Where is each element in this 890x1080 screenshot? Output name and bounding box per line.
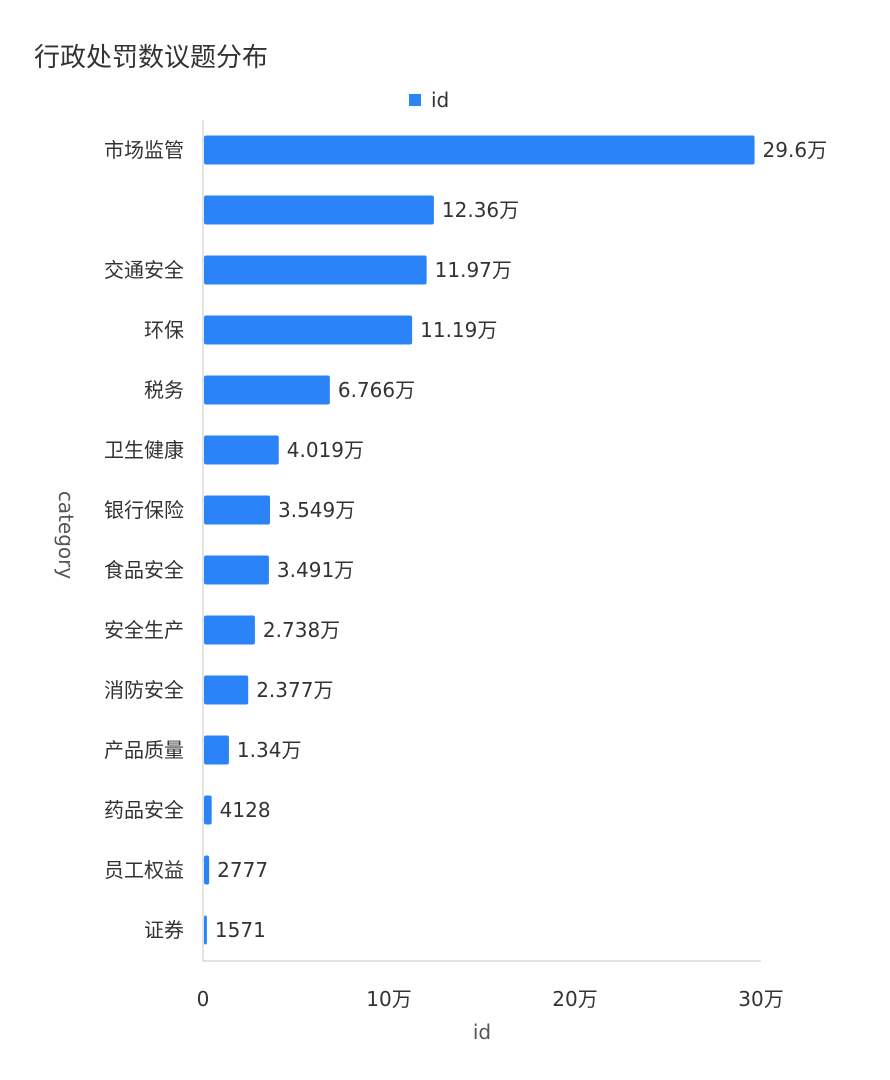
data-label: 2777	[217, 858, 268, 882]
x-tick-labels: 0 10万 20万 30万	[197, 987, 784, 1011]
bar[interactable]	[204, 915, 207, 945]
x-tick-label: 0	[197, 987, 210, 1011]
value-labels: 29.6万 12.36万 11.97万 11.19万 6.766万 4.019万 3.549…	[215, 138, 827, 942]
legend[interactable]: id	[409, 88, 449, 112]
data-label: 11.97万	[435, 258, 512, 282]
bar[interactable]	[204, 315, 413, 345]
data-label: 1.34万	[237, 738, 302, 762]
bar[interactable]	[204, 375, 330, 405]
bar[interactable]	[204, 255, 427, 285]
category-label: 产品质量	[104, 738, 184, 762]
bar[interactable]	[204, 495, 271, 525]
bar[interactable]	[204, 735, 229, 765]
category-labels: 市场监管交通安全环保税务卫生健康银行保险食品安全安全生产消防安全产品质量药品安全…	[104, 138, 184, 942]
category-label: 证券	[144, 918, 184, 942]
data-label: 12.36万	[442, 198, 519, 222]
category-label: 消防安全	[104, 678, 184, 702]
category-label: 市场监管	[104, 138, 184, 162]
category-label: 税务	[144, 378, 184, 402]
bars-group	[204, 135, 755, 945]
x-axis-title: id	[473, 1020, 491, 1044]
bar[interactable]	[204, 795, 212, 825]
bar[interactable]	[204, 435, 279, 465]
data-label: 2.738万	[263, 618, 340, 642]
bar[interactable]	[204, 135, 755, 165]
bar[interactable]	[204, 615, 255, 645]
bar[interactable]	[204, 195, 434, 225]
x-tick-label: 10万	[366, 987, 411, 1011]
category-label: 卫生健康	[104, 438, 184, 462]
bar[interactable]	[204, 555, 269, 585]
category-label: 银行保险	[104, 498, 184, 522]
legend-swatch	[409, 94, 421, 106]
bar[interactable]	[204, 855, 210, 885]
chart-title: 行政处罚数议题分布	[34, 43, 268, 73]
category-label: 药品安全	[104, 798, 184, 822]
data-label: 1571	[215, 918, 266, 942]
data-label: 3.549万	[278, 498, 355, 522]
data-label: 29.6万	[763, 138, 828, 162]
category-label: 交通安全	[104, 258, 184, 282]
y-axis-title: category	[54, 491, 78, 580]
data-label: 11.19万	[420, 318, 497, 342]
category-label: 食品安全	[104, 558, 184, 582]
data-label: 6.766万	[338, 378, 415, 402]
data-label: 4.019万	[287, 438, 364, 462]
bar[interactable]	[204, 675, 249, 705]
category-label: 环保	[144, 318, 184, 342]
category-label: 员工权益	[104, 858, 184, 882]
x-tick-label: 20万	[552, 987, 597, 1011]
data-label: 3.491万	[277, 558, 354, 582]
x-tick-label: 30万	[738, 987, 783, 1011]
data-label: 2.377万	[256, 678, 333, 702]
data-label: 4128	[220, 798, 271, 822]
legend-label: id	[431, 88, 449, 112]
category-label: 安全生产	[104, 618, 184, 642]
